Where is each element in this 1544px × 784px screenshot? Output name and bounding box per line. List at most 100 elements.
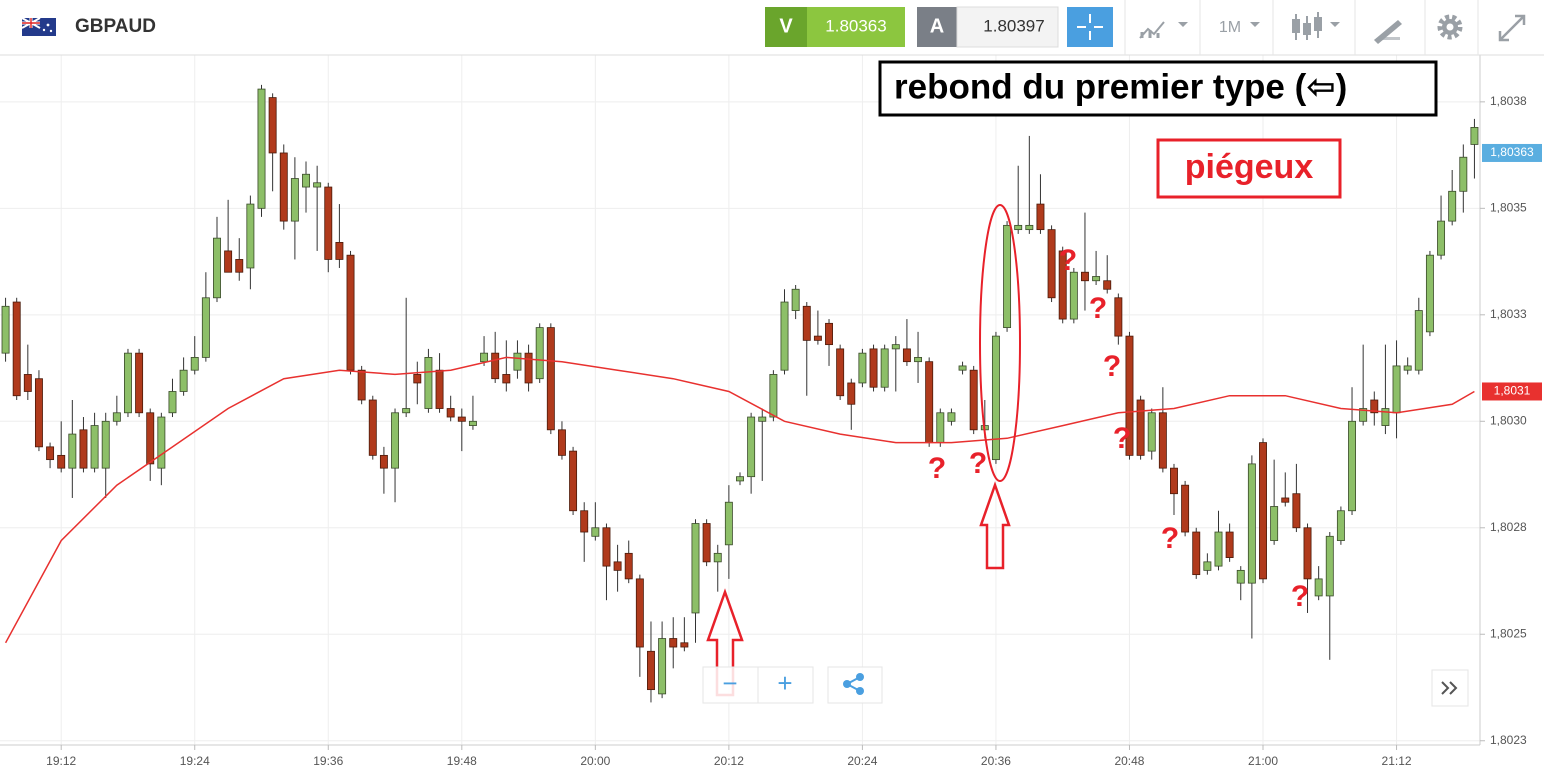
draw-button[interactable] bbox=[1374, 20, 1402, 44]
buy-price: 1.80397 bbox=[983, 16, 1044, 35]
candle-body bbox=[23, 374, 32, 392]
scroll-end-button[interactable] bbox=[1431, 669, 1469, 707]
candle-body bbox=[580, 510, 589, 533]
candle-body bbox=[1, 305, 10, 354]
candle-body bbox=[257, 88, 266, 209]
candle-body bbox=[1225, 531, 1234, 558]
x-tick-label: 19:36 bbox=[313, 754, 343, 768]
x-tick-label: 20:00 bbox=[580, 754, 610, 768]
zoom-in[interactable]: + bbox=[777, 668, 792, 698]
candle-body bbox=[769, 374, 778, 418]
y-tick-label: 1,8030 bbox=[1490, 413, 1527, 427]
buy-price-box[interactable] bbox=[956, 6, 1059, 48]
annotation-text: rebond du premier type (⇦) bbox=[894, 67, 1347, 106]
candle-body bbox=[391, 412, 399, 469]
crosshair-button[interactable] bbox=[1067, 7, 1113, 47]
candle-body bbox=[691, 523, 700, 614]
candle-body bbox=[90, 425, 99, 469]
candle-body bbox=[324, 186, 333, 260]
candle-body bbox=[1392, 365, 1401, 414]
sell-price-box[interactable] bbox=[807, 7, 905, 47]
candle-body bbox=[1170, 467, 1178, 495]
candle-body bbox=[613, 561, 622, 571]
x-tick-label: 20:48 bbox=[1114, 754, 1144, 768]
candle-body bbox=[457, 416, 466, 422]
candle-body bbox=[869, 348, 878, 388]
candle-body bbox=[146, 412, 155, 465]
candle-body bbox=[647, 650, 655, 691]
candle-body bbox=[1214, 531, 1223, 567]
zoom-out[interactable]: − bbox=[722, 668, 737, 698]
candle-body bbox=[1459, 156, 1468, 192]
candle-body bbox=[813, 335, 822, 341]
candle-body bbox=[825, 322, 833, 346]
ma-line bbox=[4, 356, 1475, 644]
candle-body bbox=[213, 237, 221, 299]
candle-body bbox=[1314, 578, 1323, 597]
candle-body bbox=[268, 97, 277, 154]
candle-body bbox=[135, 352, 144, 414]
x-tick-label: 19:12 bbox=[46, 754, 76, 768]
candle-body bbox=[1181, 484, 1190, 533]
timeframe[interactable]: 1M bbox=[1219, 19, 1241, 36]
chart-type-button[interactable] bbox=[1139, 21, 1188, 39]
candle-body bbox=[190, 357, 199, 371]
separators bbox=[1124, 0, 1479, 55]
y-tick-label: 1,8023 bbox=[1490, 733, 1527, 747]
candle-body bbox=[902, 348, 911, 363]
candle-body bbox=[1069, 271, 1078, 320]
candle-body bbox=[157, 416, 166, 469]
share-button[interactable] bbox=[827, 666, 883, 704]
axes: 1,8038 1,8035 1,8033 1,8030 1,8028 1,8025 1,80… bbox=[0, 55, 1542, 768]
candle-body bbox=[1081, 271, 1089, 282]
candle-body bbox=[1336, 510, 1345, 541]
ellipse bbox=[979, 204, 1021, 482]
candle-body bbox=[1058, 250, 1067, 320]
settings-button[interactable] bbox=[1437, 14, 1463, 40]
candle-body bbox=[1025, 224, 1034, 231]
candle-body bbox=[914, 357, 923, 363]
candle-body bbox=[1247, 463, 1256, 584]
candle-body bbox=[1414, 310, 1423, 371]
candle-body bbox=[1370, 399, 1379, 414]
candle-body bbox=[201, 297, 210, 358]
question-mark: ? bbox=[1161, 522, 1179, 555]
y-tick-label: 1,8038 bbox=[1490, 94, 1527, 108]
x-tick-label: 20:36 bbox=[981, 754, 1011, 768]
candle-body bbox=[313, 182, 322, 188]
candle-body bbox=[12, 301, 21, 397]
candle-body bbox=[246, 203, 255, 269]
y-tick-label: 1,8028 bbox=[1490, 520, 1527, 534]
arrow bbox=[979, 481, 1011, 570]
candle-body bbox=[747, 416, 756, 478]
candle-body bbox=[658, 638, 667, 695]
candle-body bbox=[591, 527, 600, 537]
buy-button[interactable] bbox=[917, 7, 957, 47]
x-tick-label: 21:00 bbox=[1248, 754, 1278, 768]
candle-body bbox=[669, 638, 678, 648]
candle-body bbox=[1092, 276, 1101, 282]
candle-body bbox=[624, 552, 633, 580]
question-mark: ? bbox=[1113, 422, 1131, 455]
candle-body bbox=[858, 352, 867, 384]
candle-body bbox=[1448, 190, 1457, 222]
candle-body bbox=[446, 408, 455, 418]
candle-body bbox=[758, 416, 767, 422]
candle-body bbox=[535, 327, 544, 380]
candle-body bbox=[279, 152, 288, 222]
y-tick-label: 1,8033 bbox=[1490, 307, 1527, 321]
header: GBPAUD V 1.80363 A 1.80397 1M bbox=[0, 0, 1544, 56]
sell-button[interactable] bbox=[765, 7, 807, 47]
candle-body bbox=[880, 348, 889, 388]
sell-price: 1.80363 bbox=[825, 16, 886, 35]
candle-body bbox=[112, 412, 121, 422]
candle-body bbox=[1203, 561, 1212, 571]
candle-body bbox=[702, 523, 711, 563]
candle-body bbox=[1103, 280, 1112, 290]
fullscreen-button[interactable] bbox=[1498, 14, 1526, 42]
candle-type-button[interactable] bbox=[1292, 12, 1340, 40]
question-mark: ? bbox=[1103, 350, 1121, 383]
sell-label: V bbox=[779, 15, 793, 37]
annotations: rebond du premier type (⇦) piégeux ? ? ?… bbox=[706, 60, 1438, 697]
candle-body bbox=[68, 433, 77, 469]
